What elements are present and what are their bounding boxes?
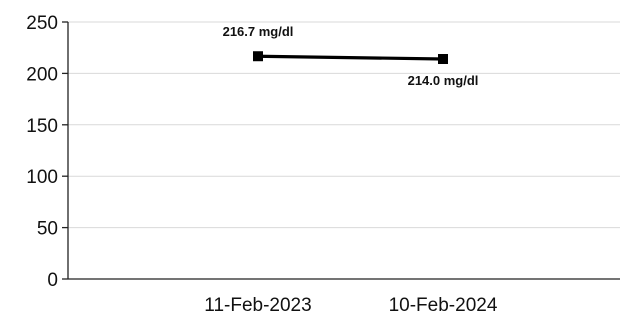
series [253,51,448,65]
data-label: 214.0 mg/dl [408,73,479,88]
y-tick-label: 150 [26,116,58,137]
y-tick-labels: 0 50 100 150 200 250 [26,13,58,291]
grid-lines [62,21,620,280]
y-tick-label: 100 [26,167,58,188]
y-tick-label: 250 [26,13,58,34]
y-tick-label: 50 [37,219,58,240]
data-labels: 216.7 mg/dl 214.0 mg/dl [223,24,479,88]
x-tick-labels: 11-Feb-2023 10-Feb-2024 [204,295,498,316]
x-tick-label: 11-Feb-2023 [204,295,311,316]
data-point [438,54,448,65]
data-label: 216.7 mg/dl [223,24,294,39]
data-point [253,51,263,62]
series-line [257,54,444,61]
axes [67,22,620,280]
y-tick-label: 0 [47,270,58,291]
x-tick-label: 10-Feb-2024 [389,295,498,316]
y-tick-label: 200 [26,64,58,85]
